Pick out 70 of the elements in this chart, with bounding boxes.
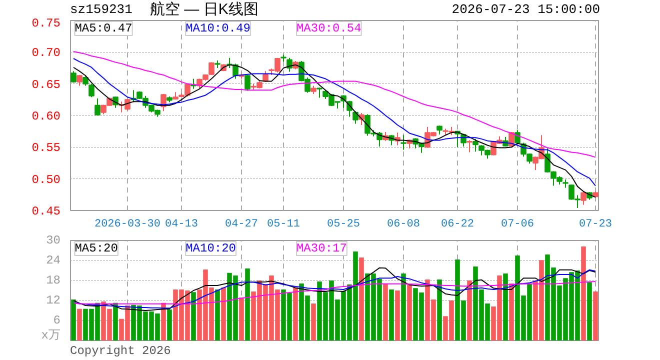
y-tick-label: 18 bbox=[46, 274, 61, 288]
bar bbox=[77, 308, 82, 340]
text: MA30:17 bbox=[296, 242, 347, 256]
bar bbox=[437, 280, 442, 340]
candlestick bbox=[286, 57, 292, 72]
bar bbox=[245, 268, 250, 340]
candlestick bbox=[466, 140, 472, 153]
text: MA10:20 bbox=[186, 242, 236, 256]
bar bbox=[161, 302, 166, 340]
bar bbox=[467, 280, 472, 340]
y-tick-label: 30 bbox=[46, 234, 61, 248]
x-tick-label: 07-23 bbox=[578, 218, 612, 230]
y-tick-label: 24 bbox=[46, 254, 61, 268]
bar bbox=[359, 258, 364, 340]
y-tick-label: 0.65 bbox=[32, 78, 61, 92]
x-tick-label: 2026-03-30 bbox=[94, 218, 161, 230]
candlestick bbox=[352, 110, 358, 124]
y-tick-label: 0.45 bbox=[32, 204, 61, 218]
x-tick-label: 05-11 bbox=[266, 218, 300, 230]
bar bbox=[239, 298, 244, 340]
bar bbox=[383, 284, 388, 340]
bar bbox=[509, 284, 514, 340]
text: MA5:0.47 bbox=[74, 22, 132, 36]
candlestick bbox=[244, 74, 250, 92]
y-tick-label: 0.50 bbox=[32, 172, 61, 187]
chart-title: 航空 — 日K线图 bbox=[150, 0, 258, 19]
candlestick bbox=[88, 83, 94, 98]
candlestick bbox=[580, 192, 586, 206]
bar bbox=[113, 302, 118, 340]
candlestick bbox=[94, 98, 100, 116]
candlestick bbox=[316, 87, 322, 98]
bar bbox=[395, 290, 400, 340]
bar bbox=[311, 304, 316, 340]
bar bbox=[215, 290, 220, 340]
bar bbox=[581, 246, 586, 340]
bar bbox=[389, 290, 394, 340]
bar bbox=[587, 282, 592, 340]
text: MA5:20 bbox=[74, 242, 118, 256]
bar bbox=[293, 288, 298, 340]
x-tick-label: 07-06 bbox=[500, 218, 534, 230]
x-tick-label: 06-22 bbox=[440, 218, 474, 230]
bar bbox=[167, 310, 172, 340]
y-axis-title: x万 bbox=[41, 328, 60, 342]
bar bbox=[191, 292, 196, 340]
y-tick-label: 6 bbox=[53, 314, 60, 328]
bar bbox=[401, 274, 406, 340]
x-tick-label: 04-27 bbox=[224, 218, 258, 230]
bar bbox=[503, 274, 508, 340]
text: Copyright 2026 bbox=[70, 344, 171, 358]
text: MA30:0.54 bbox=[296, 22, 362, 36]
candlestick bbox=[400, 134, 406, 150]
chart-subtitle: sz159231 bbox=[70, 2, 132, 17]
x-tick-label: 05-25 bbox=[326, 218, 360, 230]
bar bbox=[593, 292, 598, 340]
line-series bbox=[73, 281, 596, 304]
x-tick-label: 06-08 bbox=[386, 218, 420, 230]
text: 2026-07-23 15:00:00 bbox=[452, 2, 600, 17]
y-tick-label: 0.55 bbox=[32, 141, 61, 156]
candlestick bbox=[82, 76, 88, 86]
y-tick-label: 0.60 bbox=[32, 110, 61, 124]
y-tick-label: 0.70 bbox=[32, 46, 61, 60]
text: MA10:0.49 bbox=[186, 22, 250, 36]
candlestick bbox=[472, 138, 478, 152]
bar bbox=[71, 300, 76, 340]
bar bbox=[407, 284, 412, 340]
y-tick-label: 0.75 bbox=[32, 16, 61, 30]
bar bbox=[221, 288, 226, 340]
y-tick-label: 12 bbox=[46, 294, 61, 308]
x-tick-label: 04-13 bbox=[164, 218, 198, 230]
line-series bbox=[73, 51, 596, 158]
